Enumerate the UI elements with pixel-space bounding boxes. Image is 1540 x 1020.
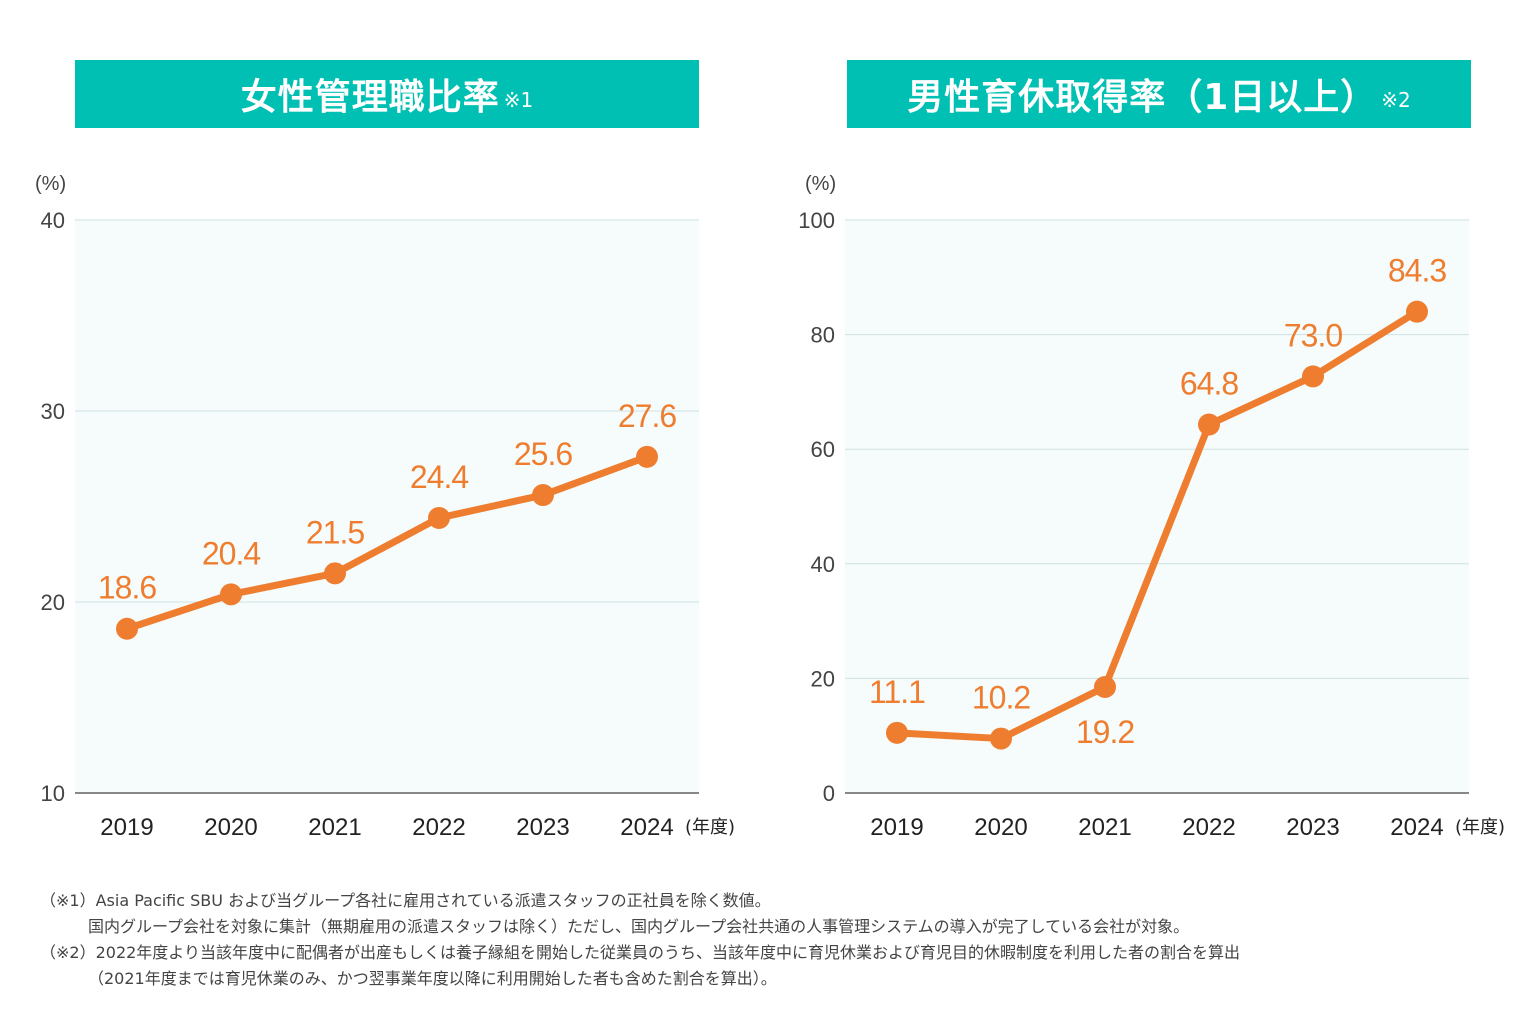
chart-title-banner-paternity-leave: 男性育休取得率（1日以上） ※2: [847, 60, 1471, 128]
data-point: [636, 445, 658, 468]
data-point: [990, 727, 1012, 750]
y-tick-label: 60: [811, 437, 835, 462]
x-tick-label: 2022: [412, 814, 465, 841]
data-point: [1198, 413, 1220, 436]
data-point: [324, 562, 346, 585]
data-label: 73.0: [1284, 317, 1342, 353]
data-label: 27.6: [618, 398, 676, 434]
plot-area: [75, 220, 699, 793]
y-tick-label: 100: [798, 208, 835, 233]
series-line: [896, 308, 1419, 743]
x-tick-label: 2021: [308, 814, 361, 841]
data-label: 11.1: [869, 674, 925, 710]
x-unit-label: (年度): [1455, 817, 1505, 838]
chart-title: 女性管理職比率: [240, 77, 500, 118]
chart-title-banner-women-managers: 女性管理職比率 ※1: [75, 60, 699, 128]
x-unit-label: (年度): [685, 817, 735, 838]
chart-title-note: ※1: [503, 88, 534, 112]
data-label: 10.2: [972, 680, 1030, 716]
data-label: 18.6: [98, 570, 156, 606]
data-label: 20.4: [202, 535, 260, 571]
x-tick-label: 2020: [204, 814, 257, 841]
x-tick-label: 2024: [1390, 814, 1443, 841]
data-point: [220, 583, 242, 606]
x-tick-label: 2019: [870, 814, 923, 841]
y-unit-label: (%): [35, 173, 66, 195]
footnote-2: （※2）2022年度より当該年度中に配偶者が出産もしくは養子縁組を開始した従業員…: [40, 943, 1240, 962]
y-tick-label: 0: [823, 781, 835, 806]
x-tick-label: 2023: [516, 814, 569, 841]
data-point: [1406, 300, 1428, 323]
data-label: 64.8: [1180, 366, 1238, 402]
footnote-1-cont: 国内グループ会社を対象に集計（無期雇用の派遣スタッフは除く）ただし、国内グループ…: [88, 917, 1190, 936]
footnote-1: （※1）Asia Pacific SBU および当グループ各社に雇用されている派…: [40, 891, 771, 910]
x-tick-label: 2023: [1286, 814, 1339, 841]
y-tick-label: 40: [811, 552, 835, 577]
x-tick-label: 2019: [100, 814, 153, 841]
data-label: 24.4: [410, 459, 468, 495]
y-tick-label: 20: [811, 666, 835, 691]
y-tick-label: 30: [41, 399, 65, 424]
data-point: [1302, 365, 1324, 388]
x-tick-label: 2024: [620, 814, 673, 841]
series-line: [125, 453, 649, 633]
data-point: [532, 484, 554, 507]
plot-area: [845, 220, 1469, 793]
y-tick-label: 80: [811, 323, 835, 348]
footnotes: （※1）Asia Pacific SBU および当グループ各社に雇用されている派…: [40, 888, 1240, 992]
y-tick-label: 40: [41, 208, 65, 233]
chart-title: 男性育休取得率（1日以上）: [907, 77, 1378, 118]
data-label: 84.3: [1388, 253, 1446, 289]
x-tick-label: 2021: [1078, 814, 1131, 841]
y-tick-label: 10: [41, 781, 65, 806]
data-point: [116, 617, 138, 640]
data-label: 25.6: [514, 436, 572, 472]
line-chart-paternity-leave: 0 20 40 60 80 100 (%) 2019 2020 2021 2022 2023 2024 (…: [798, 173, 1505, 841]
y-tick-label: 20: [41, 590, 65, 615]
data-label: 19.2: [1076, 714, 1134, 750]
data-point: [886, 721, 908, 744]
footnote-2-cont: （2021年度までは育児休業のみ、かつ翌事業年度以降に利用開始した者も含めた割合…: [88, 969, 777, 988]
data-point: [428, 506, 450, 529]
y-unit-label: (%): [805, 173, 836, 195]
line-chart-women-managers: 10 20 30 40 (%) 2019 2020 2021 2022 2023 2024 (年度) 1…: [35, 173, 735, 841]
x-tick-label: 2022: [1182, 814, 1235, 841]
x-tick-label: 2020: [974, 814, 1027, 841]
chart-title-note: ※2: [1381, 88, 1411, 112]
data-label: 21.5: [306, 514, 364, 550]
data-point: [1094, 675, 1116, 698]
